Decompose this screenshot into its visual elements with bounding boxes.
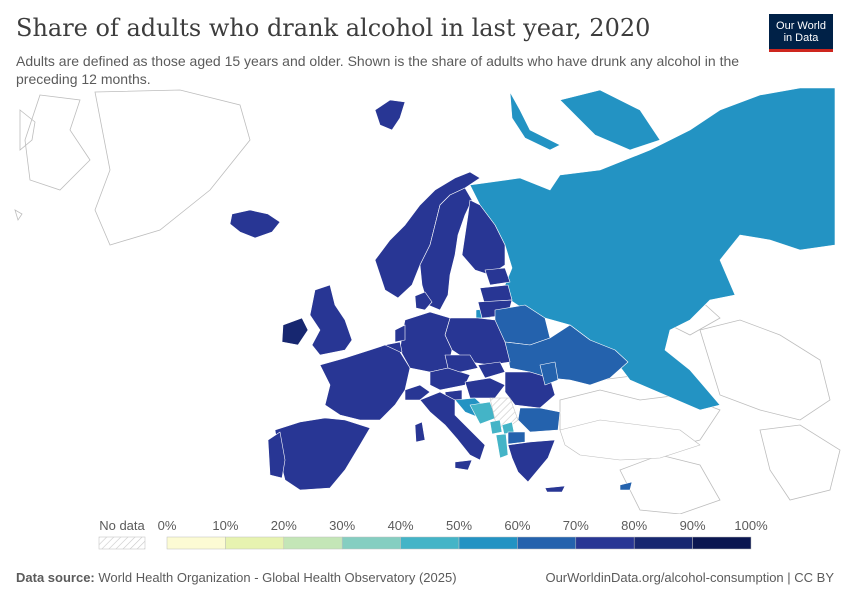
country-czechia (444, 354, 479, 373)
country-iceland (229, 209, 281, 239)
legend-tick-label: 30% (329, 518, 355, 533)
legend-bin (225, 536, 285, 550)
legend-tick-label: 100% (734, 518, 768, 533)
countries[interactable] (229, 87, 836, 493)
chart-title: Share of adults who drank alcohol in las… (16, 14, 651, 42)
country-moldova (539, 361, 559, 386)
country-romania (504, 371, 556, 409)
data-source: Data source: World Health Organization -… (16, 570, 457, 585)
country-cyprus (619, 481, 633, 491)
legend-bin (692, 536, 752, 550)
data-source-label: Data source: (16, 570, 95, 585)
legend-tick-label: 90% (680, 518, 706, 533)
country-albania (495, 433, 509, 459)
legend-bin (575, 536, 635, 550)
country-germany (399, 311, 453, 373)
color-legend: No data 0% 10% 20% 30% 40% 50% 60% 70% 80% 90% 100… (98, 518, 768, 550)
country-sicily (454, 459, 473, 471)
country-russia (469, 87, 836, 411)
legend-bin (341, 536, 401, 550)
chart-subtitle: Adults are defined as those aged 15 year… (16, 53, 740, 87)
legend-bin (166, 536, 226, 550)
country-russia-north (509, 91, 561, 151)
country-latvia (479, 284, 513, 303)
country-ireland (281, 317, 309, 346)
legend-bins (166, 536, 752, 550)
legend-bin (633, 536, 693, 550)
country-sardinia (414, 421, 426, 443)
legend-tick-label: 50% (446, 518, 472, 533)
country-switzerland (404, 384, 431, 401)
country-crete (544, 485, 566, 493)
legend-tick-label: 40% (388, 518, 414, 533)
logo-line-1: Our World (776, 20, 826, 32)
country-uk (309, 284, 353, 356)
legend-bin (517, 536, 577, 550)
owid-logo[interactable]: Our World in Data (769, 14, 833, 52)
legend-bin (400, 536, 460, 550)
legend-tick-label: 80% (621, 518, 647, 533)
country-estonia (484, 267, 511, 286)
country-hungary (464, 377, 506, 399)
legend-tick-label: 10% (212, 518, 238, 533)
country-netherlands (394, 324, 406, 343)
country-slovakia (477, 361, 506, 379)
legend-ticks: 0% 10% 20% 30% 40% 50% 60% 70% 80% 90% 100% (158, 518, 768, 533)
country-greece (507, 439, 556, 483)
country-sweden (419, 187, 473, 311)
country-russia-island (559, 89, 661, 151)
country-france (319, 344, 411, 421)
country-montenegro (489, 419, 503, 435)
country-spain (274, 417, 371, 491)
legend-no-data-swatch (98, 536, 146, 550)
country-svalbard (374, 99, 406, 131)
country-portugal (267, 431, 286, 479)
legend-bin (458, 536, 518, 550)
europe-map[interactable] (0, 86, 850, 514)
legend-tick-label: 70% (563, 518, 589, 533)
legend-tick-label: 60% (504, 518, 530, 533)
source-url[interactable]: OurWorldinData.org/alcohol-consumption |… (545, 570, 834, 585)
country-bulgaria (517, 407, 561, 433)
country-turkey (559, 419, 701, 461)
legend-bin (283, 536, 343, 550)
country-denmark (414, 291, 433, 311)
legend-no-data-label: No data (99, 518, 145, 533)
country-north-macedonia (507, 431, 526, 445)
country-italy (419, 391, 486, 461)
legend-tick-label: 0% (158, 518, 177, 533)
legend-tick-label: 20% (271, 518, 297, 533)
data-source-text: World Health Organization - Global Healt… (98, 570, 457, 585)
logo-line-2: in Data (783, 32, 819, 44)
